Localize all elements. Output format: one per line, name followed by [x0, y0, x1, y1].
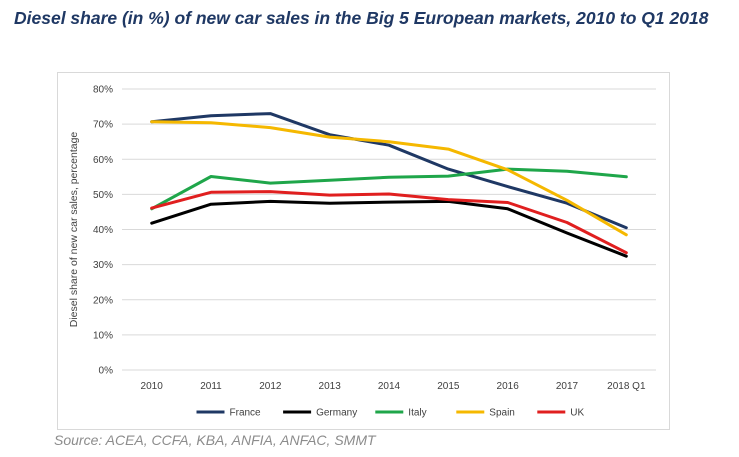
- legend-label: UK: [570, 408, 584, 419]
- legend-label: Spain: [489, 408, 515, 419]
- legend: France Germany Italy Spain UK: [196, 408, 585, 419]
- y-tick-label: 70%: [93, 120, 113, 131]
- legend-item-france: France: [196, 408, 262, 419]
- legend-label: Germany: [316, 408, 357, 419]
- y-tick-label: 50%: [93, 190, 113, 201]
- y-tick-label: 60%: [93, 155, 113, 166]
- x-tick-label: 2010: [141, 381, 164, 392]
- y-axis-label: Diesel share of new car sales, percentag…: [68, 132, 80, 328]
- x-tick-label: 2018 Q1: [607, 381, 646, 392]
- legend-item-germany: Germany: [283, 408, 357, 419]
- y-tick-label: 80%: [93, 85, 113, 96]
- legend-label: France: [230, 408, 262, 419]
- legend-item-uk: UK: [537, 408, 585, 419]
- series-line-italy: [150, 167, 628, 211]
- legend-item-spain: Spain: [456, 408, 515, 419]
- gridlines: [122, 88, 656, 371]
- legend-label: Italy: [408, 408, 426, 419]
- y-tick-label: 40%: [93, 225, 113, 236]
- y-tick-label: 30%: [93, 260, 113, 271]
- series-line-france: [150, 112, 628, 230]
- x-axis-ticks: 2010 2011 2012 2013 2014 2015 2016 2017 2018 Q1: [141, 381, 646, 392]
- x-tick-label: 2016: [497, 381, 520, 392]
- x-tick-label: 2015: [437, 381, 460, 392]
- line-chart: 0%10%20%30%40%50%60%70%80% 2010 2011 2012 2…: [68, 85, 656, 419]
- series-line-germany: [150, 199, 628, 258]
- x-tick-label: 2012: [259, 381, 282, 392]
- chart-title: Diesel share (in %) of new car sales in …: [14, 8, 709, 28]
- x-tick-label: 2017: [556, 381, 579, 392]
- series-line-uk: [150, 190, 628, 255]
- x-tick-label: 2013: [319, 381, 342, 392]
- legend-item-italy: Italy: [375, 408, 427, 419]
- y-tick-label: 10%: [93, 330, 113, 341]
- series-lines: [150, 112, 628, 258]
- chart-frame: 0% 10% 20% 30% 40% 50% 60% 70% 80% 2010 2011 2012 2…: [57, 72, 670, 430]
- x-tick-label: 2014: [378, 381, 401, 392]
- y-tick-label: 20%: [93, 295, 113, 306]
- x-tick-label: 2011: [200, 381, 222, 392]
- y-tick-label: 0%: [99, 366, 114, 377]
- y-axis-ticks: 0% 10% 20% 30% 40% 50% 60% 70% 80%: [93, 85, 113, 377]
- series-line-spain: [150, 120, 628, 237]
- source-note: Source: ACEA, CCFA, KBA, ANFIA, ANFAC, S…: [54, 432, 376, 448]
